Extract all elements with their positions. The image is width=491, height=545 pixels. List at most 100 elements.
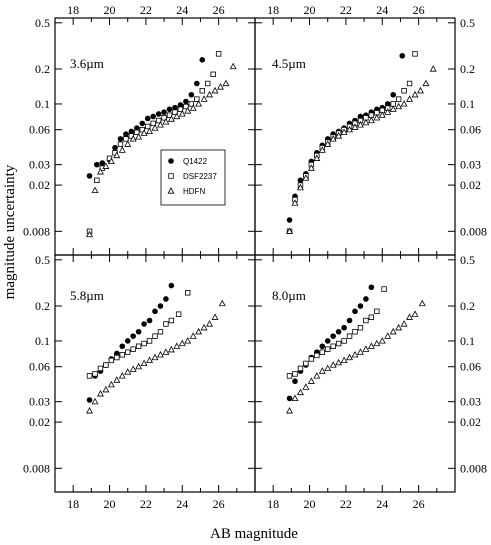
data-point (155, 117, 162, 124)
data-point (103, 362, 109, 368)
data-point (119, 352, 125, 358)
data-point (107, 380, 115, 388)
data-point (134, 129, 140, 135)
data-point (107, 157, 115, 165)
data-point (86, 397, 93, 403)
data-point (406, 313, 414, 320)
data-point (140, 359, 148, 367)
y-tick-label: 0.008 (460, 461, 487, 475)
series-DSF2237 (86, 51, 222, 235)
data-point (189, 104, 197, 111)
y-tick-label: 0.06 (460, 360, 481, 374)
data-point (411, 310, 419, 317)
y-tick-label: 0.03 (460, 395, 481, 409)
data-point (346, 125, 354, 133)
x-tick-label: 26 (413, 3, 425, 17)
y-tick-label: 0.1 (35, 334, 50, 348)
data-point (400, 320, 408, 327)
data-point (324, 338, 331, 344)
series-Q1422 (286, 284, 375, 402)
data-point (218, 299, 226, 307)
data-point (123, 136, 129, 142)
data-point (330, 333, 336, 339)
data-point (91, 397, 99, 405)
data-point (139, 127, 145, 133)
data-point (91, 186, 99, 194)
y-tick-label: 0.2 (35, 62, 50, 76)
y-tick-label: 0.5 (35, 16, 50, 30)
data-point (286, 217, 293, 223)
data-point (329, 135, 337, 142)
legend-marker (168, 158, 174, 164)
data-point (86, 230, 94, 238)
data-point (297, 365, 304, 372)
data-point (400, 100, 408, 107)
data-point (152, 333, 158, 339)
data-point (168, 317, 175, 324)
data-point (113, 151, 121, 159)
legend-label: Q1422 (183, 157, 208, 166)
data-point (129, 365, 137, 372)
y-tick-label: 0.5 (35, 253, 50, 267)
legend-marker (168, 173, 174, 179)
data-point (356, 121, 364, 128)
data-point (340, 356, 348, 363)
data-point (229, 62, 237, 70)
data-point (146, 127, 154, 135)
x-tick-label: 26 (413, 497, 425, 511)
data-point (352, 329, 358, 335)
data-point (97, 365, 104, 372)
data-point (291, 394, 299, 402)
series-DSF2237 (286, 286, 387, 379)
data-point (188, 101, 195, 107)
data-point (135, 133, 143, 140)
data-point (418, 299, 426, 307)
data-point (395, 102, 403, 110)
panels-layer: 18 20 22 24 26 0.008 0.02 0.03 0.06 0.1 0.2 0.5 3.6µ… (23, 3, 487, 511)
panel-frame (254, 254, 456, 493)
data-point (173, 342, 181, 349)
data-point (183, 98, 189, 105)
x-tick-label: 26 (213, 497, 225, 511)
data-point (124, 368, 132, 375)
data-point (319, 349, 325, 355)
y-tick-label: 0.008 (23, 461, 50, 475)
x-tick-label: 20 (304, 497, 316, 511)
data-point (307, 164, 315, 171)
legend: Q1422 DSF2237 HDFN (160, 149, 226, 206)
data-point (313, 154, 321, 161)
data-point (395, 323, 403, 331)
data-point (292, 378, 298, 385)
data-point (194, 96, 200, 102)
data-point (178, 110, 186, 117)
data-point (302, 174, 310, 181)
y-tick-label: 0.03 (29, 158, 50, 172)
data-point (96, 390, 104, 397)
data-point (172, 104, 178, 111)
x-tick-label: 22 (140, 497, 152, 511)
data-point (195, 327, 203, 335)
data-point (140, 129, 148, 136)
data-point (307, 377, 315, 384)
data-point (167, 345, 175, 353)
data-point (429, 65, 437, 72)
data-point (92, 371, 98, 377)
data-point (324, 140, 332, 147)
data-point (135, 328, 142, 335)
data-point (211, 86, 219, 94)
y-tick-label: 0.008 (460, 224, 487, 238)
y-tick-label: 0.06 (460, 123, 481, 137)
x-tick-label: 24 (376, 497, 388, 511)
data-point (177, 106, 184, 112)
data-point (102, 385, 110, 393)
y-tick-label: 0.5 (460, 16, 475, 30)
data-point (195, 100, 203, 107)
data-point (389, 327, 397, 335)
data-point (94, 161, 100, 168)
panel-frame (254, 17, 456, 256)
panel-frame (54, 17, 256, 256)
x-tick-label: 22 (340, 3, 352, 17)
data-point (291, 199, 299, 206)
data-point (363, 317, 369, 324)
